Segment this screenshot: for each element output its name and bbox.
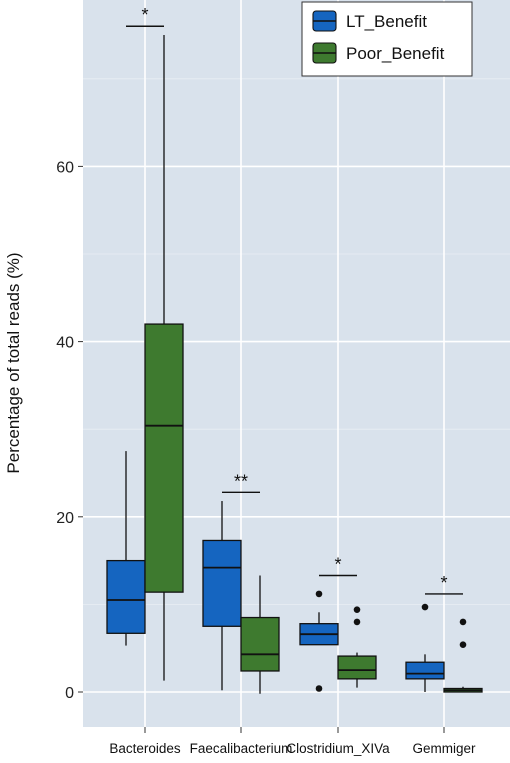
x-tick-label: Faecalibacterium <box>190 741 293 756</box>
x-tick-label: Gemmiger <box>412 741 476 756</box>
box-gemmiger-lt_benefit <box>405 603 445 692</box>
box-clostridium_xiva-poor_benefit <box>337 606 377 688</box>
y-axis-title: Percentage of total reads (%) <box>4 252 23 473</box>
box-gemmiger-poor_benefit <box>443 618 483 693</box>
box-clostridium_xiva-lt_benefit <box>299 590 339 692</box>
x-axis-labels: Bacteroides FaecalibacteriumClostridium_X… <box>109 727 476 756</box>
box-faecalibacterium-poor_benefit <box>240 575 280 694</box>
y-tick-label: 60 <box>56 159 74 176</box>
box-body <box>202 539 242 627</box>
y-tick-label: 40 <box>56 335 74 352</box>
box-faecalibacterium-lt_benefit <box>202 501 242 691</box>
x-tick-label: Clostridium_XIVa <box>286 741 390 756</box>
box-body <box>106 559 146 634</box>
legend-label: Poor_Benefit <box>346 44 445 63</box>
outlier-point <box>315 590 323 598</box>
significance-marker: * <box>334 554 341 574</box>
box-body <box>337 655 377 680</box>
y-tick-label: 20 <box>56 510 74 527</box>
legend: LT_Benefit Poor_Benefit <box>301 1 473 77</box>
significance-marker: * <box>440 573 447 593</box>
significance-annotations: ***** <box>126 5 463 595</box>
box-bacteroides-poor_benefit <box>144 35 184 681</box>
outlier-point <box>459 618 467 626</box>
legend-label: LT_Benefit <box>346 12 427 31</box>
y-axis-ticks: 0 20 40 60 <box>56 159 83 702</box>
significance-marker: * <box>141 5 148 25</box>
significance-marker: ** <box>234 471 248 491</box>
boxes <box>106 35 483 694</box>
outlier-point <box>459 641 467 648</box>
outlier-point <box>353 618 361 626</box>
box-bacteroides-lt_benefit <box>106 451 146 646</box>
x-tick-label: Bacteroides <box>109 741 181 756</box>
y-tick-label: 0 <box>65 685 74 702</box>
outlier-point <box>353 606 361 613</box>
box-body <box>240 616 280 672</box>
box-body <box>144 323 184 593</box>
outlier-point <box>315 685 323 692</box>
box-body <box>405 661 445 680</box>
outlier-point <box>421 603 429 611</box>
